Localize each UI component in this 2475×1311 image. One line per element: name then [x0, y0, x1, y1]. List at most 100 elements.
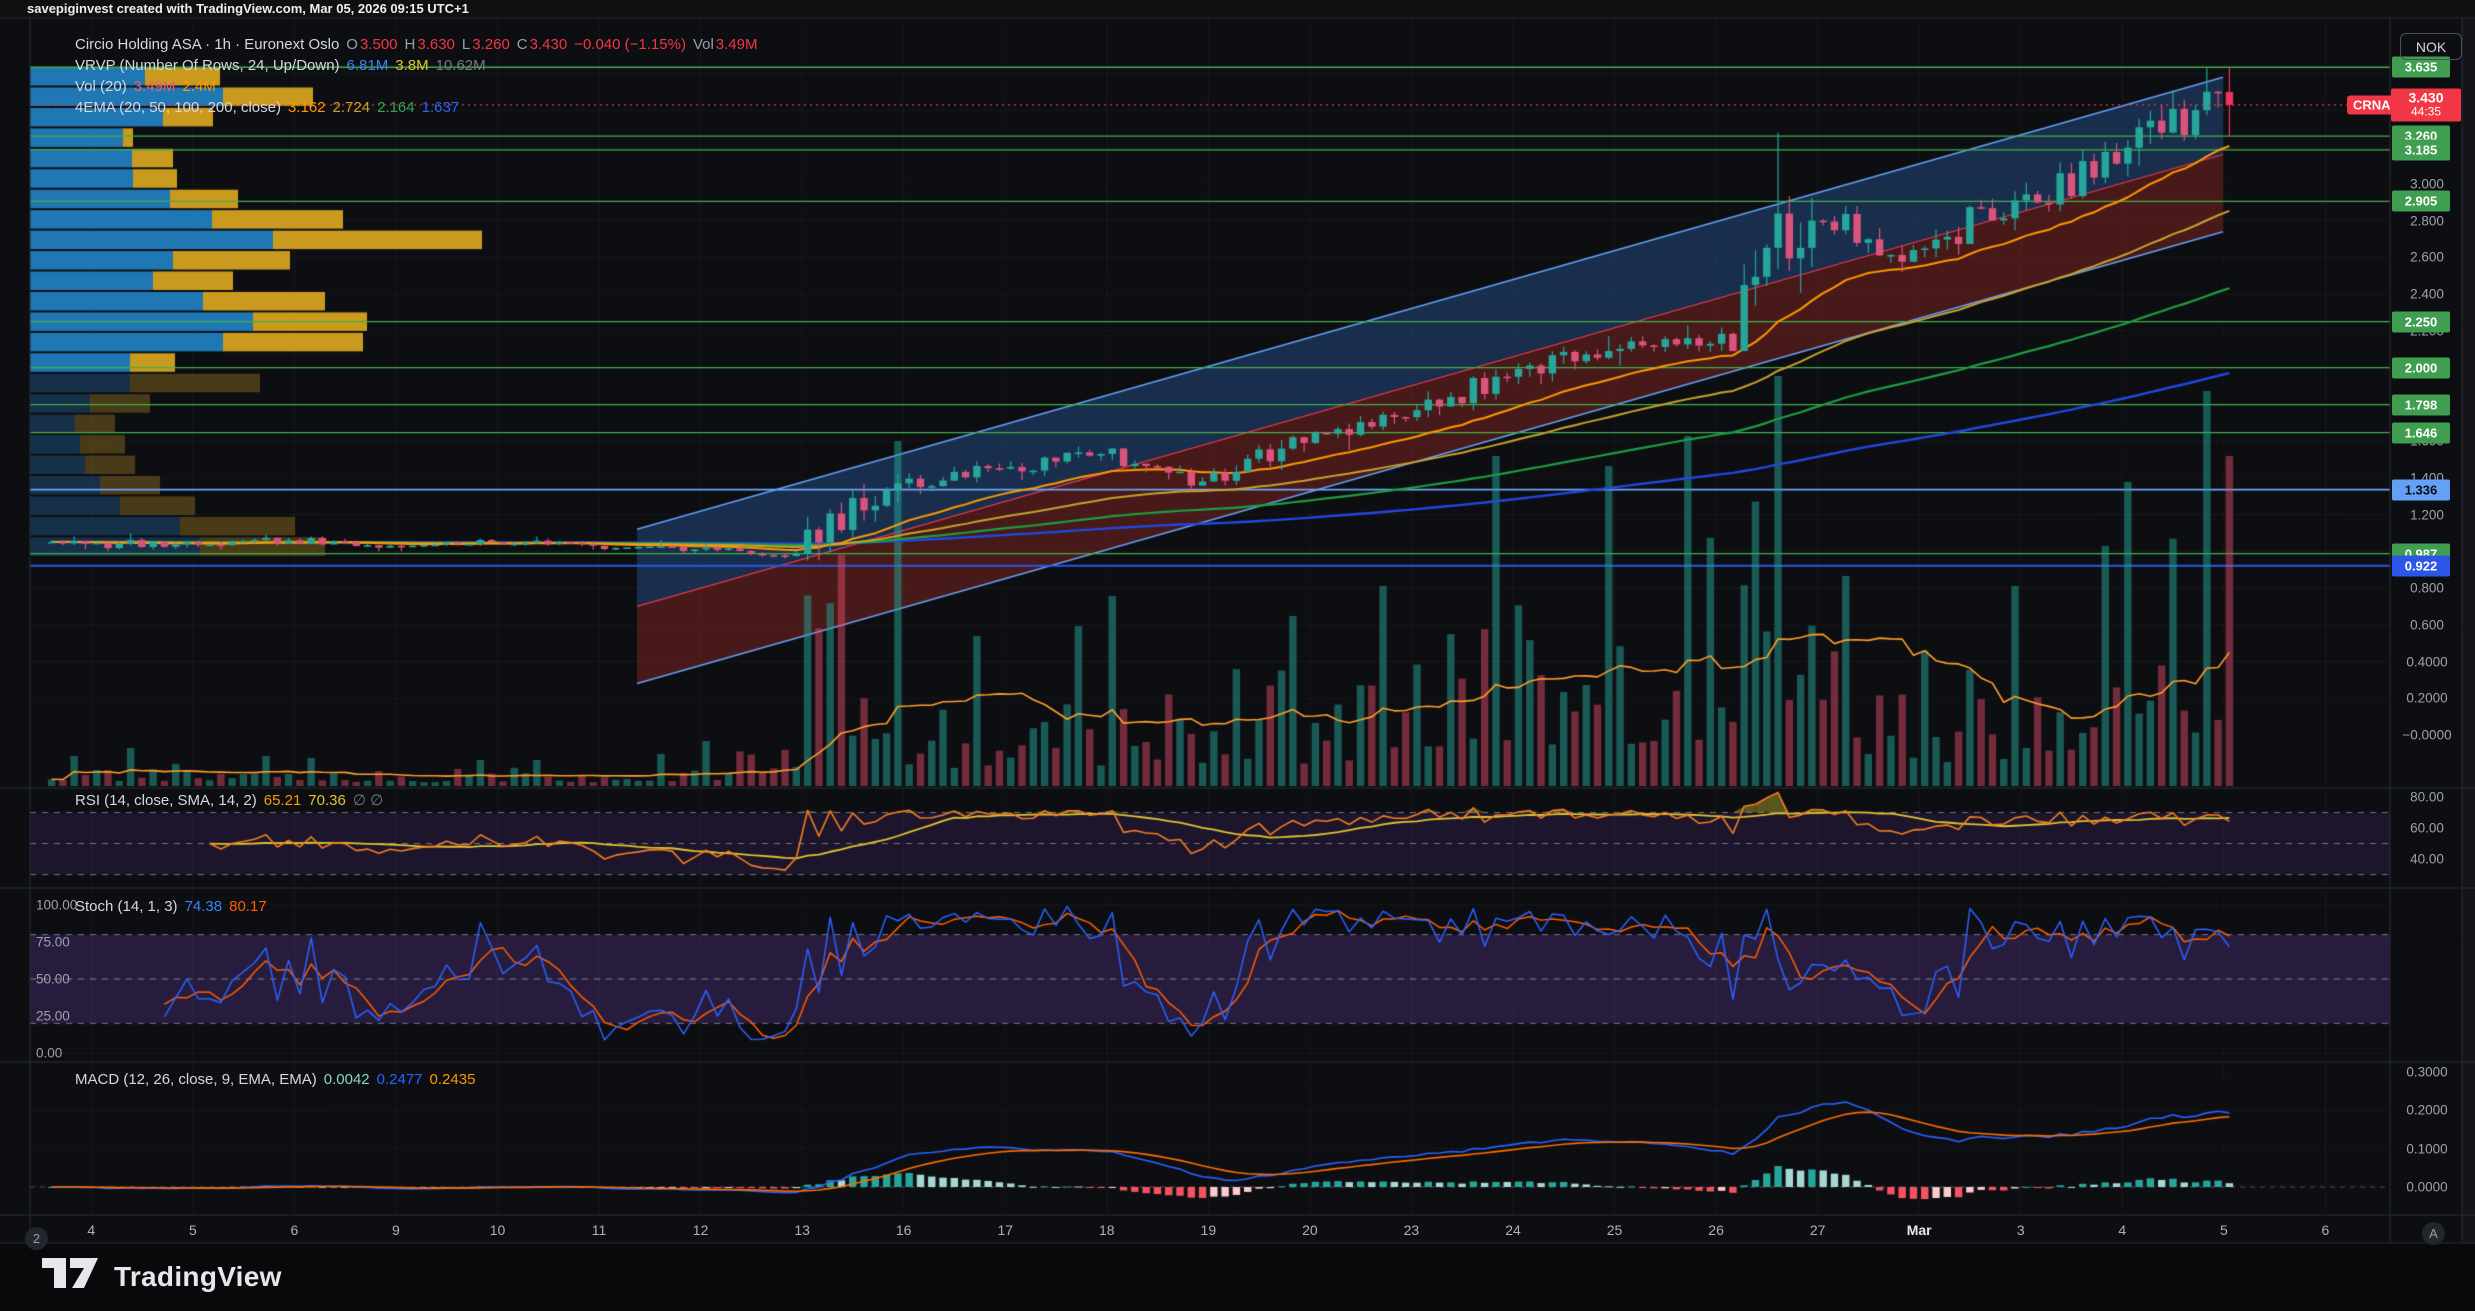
price-level-chip: 1.798: [2392, 394, 2450, 416]
tradingview-brand-text: TradingView: [114, 1260, 282, 1292]
macd-hist-value: 0.0042: [323, 1071, 370, 1088]
tradingview-logo-icon: [40, 1256, 102, 1297]
stoch-label: Stoch (14, 1, 3): [75, 898, 178, 915]
price-level-chip: 1.646: [2392, 422, 2450, 444]
time-axis-label: 20: [1302, 1222, 1318, 1238]
stoch-legend[interactable]: Stoch (14, 1, 3) 74.38 80.17: [75, 898, 267, 915]
time-axis-label: 18: [1099, 1222, 1115, 1238]
time-axis-label: 6: [2321, 1222, 2330, 1238]
time-axis-label: 24: [1505, 1222, 1521, 1238]
time-axis-label: 17: [997, 1222, 1014, 1238]
symbol-title: Circio Holding ASA · 1h · Euronext Oslo: [75, 36, 340, 53]
macd-axis-label: 0.0000: [2406, 1179, 2448, 1195]
vrvp-up-value: 6.81M: [346, 57, 389, 74]
rsi-label: RSI (14, close, SMA, 14, 2): [75, 792, 257, 809]
open-value: 3.500: [359, 36, 398, 53]
price-axis-label: 2.400: [2410, 286, 2444, 302]
ema20-value: 3.162: [287, 99, 326, 116]
time-axis-label: 9: [392, 1222, 400, 1238]
macd-legend[interactable]: MACD (12, 26, close, 9, EMA, EMA) 0.0042…: [75, 1071, 475, 1088]
price-axis-label: 0.800: [2410, 580, 2444, 596]
attribution-text: savepiginvest created with TradingView.c…: [27, 1, 469, 16]
time-axis-label: 6: [290, 1222, 299, 1238]
price-axis-label: 1.200: [2410, 507, 2444, 523]
tradingview-brand[interactable]: TradingView: [40, 1256, 282, 1297]
time-axis-label: 5: [188, 1222, 197, 1238]
price-axis-label: 2.800: [2410, 213, 2444, 229]
vrvp-down-value: 3.8M: [395, 57, 429, 74]
time-axis-label: 23: [1403, 1222, 1420, 1238]
stoch-axis-label: 50.00: [36, 971, 70, 987]
price-axis-label: 0.600: [2410, 617, 2444, 633]
time-axis-label: 4: [87, 1222, 96, 1238]
stoch-axis-label: 0.00: [36, 1045, 63, 1061]
price-level-chip: 2.250: [2392, 311, 2450, 333]
stoch-axis-label: 75.00: [36, 934, 70, 950]
symbol-legend[interactable]: Circio Holding ASA · 1h · Euronext Oslo …: [75, 36, 758, 53]
time-axis-label: 27: [1809, 1222, 1826, 1238]
ema-label: 4EMA (20, 50, 100, 200, close): [75, 99, 281, 116]
close-value: 3.430: [529, 36, 568, 53]
volume-label: Vol: [692, 36, 714, 53]
price-level-chip: 1.336: [2392, 479, 2450, 501]
vrvp-total-value: 10.62M: [435, 57, 486, 74]
low-value: 3.260: [472, 36, 510, 53]
price-level-chip: 0.922: [2392, 555, 2450, 577]
time-axis-label: 4: [2118, 1222, 2127, 1238]
price-axis-label: 3.000: [2410, 176, 2444, 192]
ema100-value: 2.164: [377, 99, 415, 116]
rsi-value: 65.21: [263, 792, 302, 809]
stoch-axis-label: 100.00: [36, 897, 78, 913]
auto-scale-button[interactable]: A: [2422, 1222, 2445, 1245]
ema200-value: 1.637: [421, 99, 460, 116]
price-level-chip: 2.000: [2392, 357, 2450, 379]
vol20-ma: 2.4M: [182, 78, 216, 95]
close-label: C: [516, 36, 528, 53]
time-axis-label: 25: [1606, 1222, 1623, 1238]
time-axis-label: 11: [591, 1222, 607, 1238]
time-axis-label: 26: [1708, 1222, 1724, 1238]
low-label: L: [461, 36, 471, 53]
vrvp-legend[interactable]: VRVP (Number Of Rows, 24, Up/Down) 6.81M…: [75, 57, 486, 74]
macd-axis-label: 0.1000: [2406, 1141, 2448, 1157]
time-axis-label: 19: [1200, 1222, 1217, 1238]
macd-axis-label: 0.2000: [2406, 1102, 2448, 1118]
symbol-price-chip: CRNA: [2347, 95, 2397, 115]
ema-legend[interactable]: 4EMA (20, 50, 100, 200, close) 3.162 2.7…: [75, 99, 459, 116]
volume-value: 3.49M: [715, 36, 758, 53]
price-axis-label: 2.600: [2410, 249, 2444, 265]
rsi-axis-label: 40.00: [2410, 851, 2444, 867]
ema50-value: 2.724: [332, 99, 371, 116]
price-level-chip: 2.905: [2392, 190, 2450, 212]
rsi-axis-label: 60.00: [2410, 820, 2444, 836]
timezone-button[interactable]: 2: [25, 1227, 48, 1250]
time-axis-label: 13: [794, 1222, 810, 1238]
vrvp-label: VRVP (Number Of Rows, 24, Up/Down): [75, 57, 340, 74]
macd-signal-value: 0.2435: [429, 1071, 476, 1088]
change-value: −0.040 (−1.15%): [574, 36, 686, 53]
time-axis-label: 5: [2219, 1222, 2228, 1238]
current-price-chip: 3.430 44:35: [2391, 88, 2461, 122]
rsi-legend[interactable]: RSI (14, close, SMA, 14, 2) 65.21 70.36 …: [75, 791, 383, 809]
price-level-chip: 3.185: [2392, 139, 2450, 161]
rsi-axis-label: 80.00: [2410, 789, 2444, 805]
time-axis-label: 12: [692, 1222, 709, 1238]
current-price-value: 3.430: [2408, 89, 2444, 106]
price-level-chip: 3.635: [2392, 56, 2450, 78]
vol20-current: 3.49M: [133, 78, 176, 95]
stoch-axis-label: 25.00: [36, 1008, 70, 1024]
macd-line-value: 0.2477: [376, 1071, 423, 1088]
macd-label: MACD (12, 26, close, 9, EMA, EMA): [75, 1071, 317, 1088]
rsi-ma-value: 70.36: [308, 792, 346, 809]
time-axis-label: 10: [489, 1222, 506, 1238]
currency-button[interactable]: NOK: [2400, 33, 2462, 60]
stoch-k-value: 74.38: [184, 898, 223, 915]
time-axis-label: 16: [895, 1222, 912, 1238]
price-axis-label: −0.0000: [2402, 727, 2452, 743]
bar-countdown: 44:35: [2410, 104, 2442, 119]
time-axis-label: Mar: [1906, 1222, 1932, 1238]
high-value: 3.630: [417, 36, 455, 53]
volume-indicator-legend[interactable]: Vol (20) 3.49M 2.4M: [75, 78, 216, 95]
